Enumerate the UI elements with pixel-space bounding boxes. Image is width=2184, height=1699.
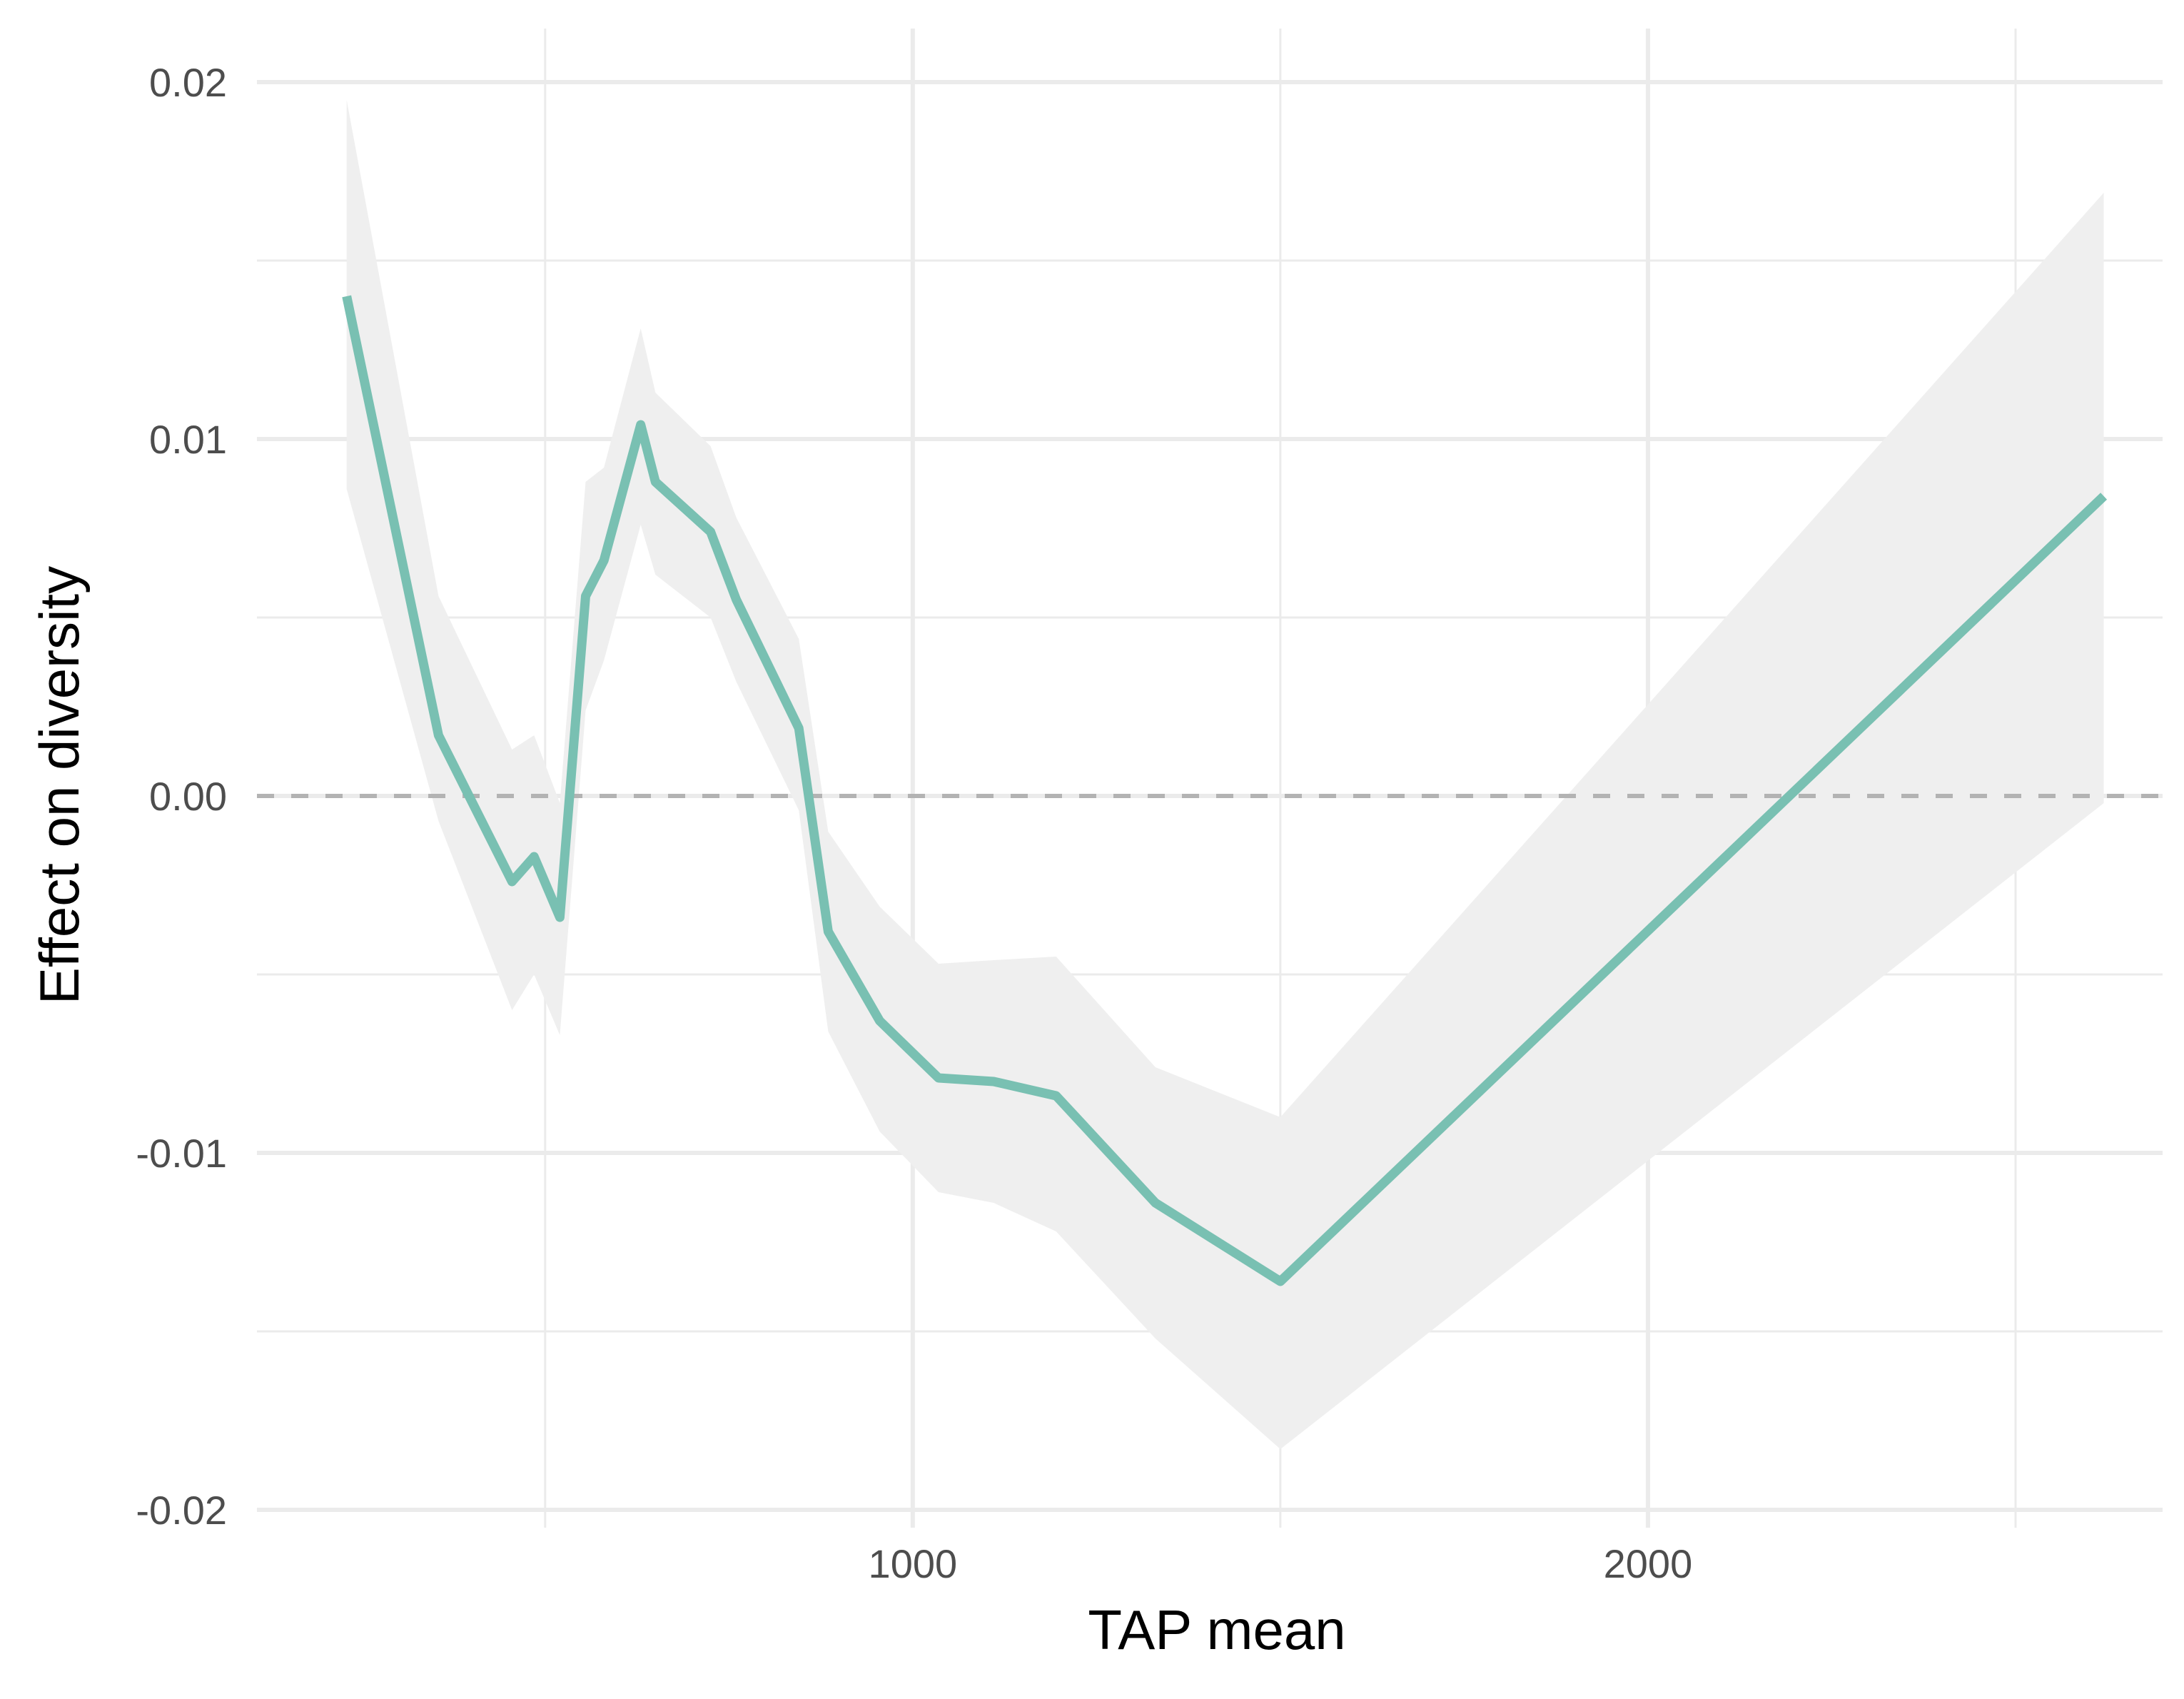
y-axis-title: Effect on diversity (28, 566, 91, 1004)
y-tick-labels: -0.02 -0.01 0.00 0.01 0.02 (136, 60, 227, 1533)
series-line (342, 295, 2108, 1286)
confidence-band-layer (346, 100, 2104, 1449)
y-tick-label: 0.00 (149, 774, 227, 819)
x-tick-labels: 1000 2000 (869, 1541, 1693, 1586)
y-tick-label: -0.02 (136, 1488, 227, 1533)
confidence-band (346, 100, 2104, 1449)
y-tick-label: 0.01 (149, 417, 227, 462)
series-line-layer (342, 295, 2108, 1286)
y-tick-label: -0.01 (136, 1131, 227, 1176)
y-tick-label: 0.02 (149, 60, 227, 105)
x-tick-label: 1000 (869, 1541, 958, 1586)
minor-gridlines (257, 29, 2163, 1528)
x-axis-title: TAP mean (1088, 1598, 1345, 1661)
x-tick-label: 2000 (1604, 1541, 1693, 1586)
